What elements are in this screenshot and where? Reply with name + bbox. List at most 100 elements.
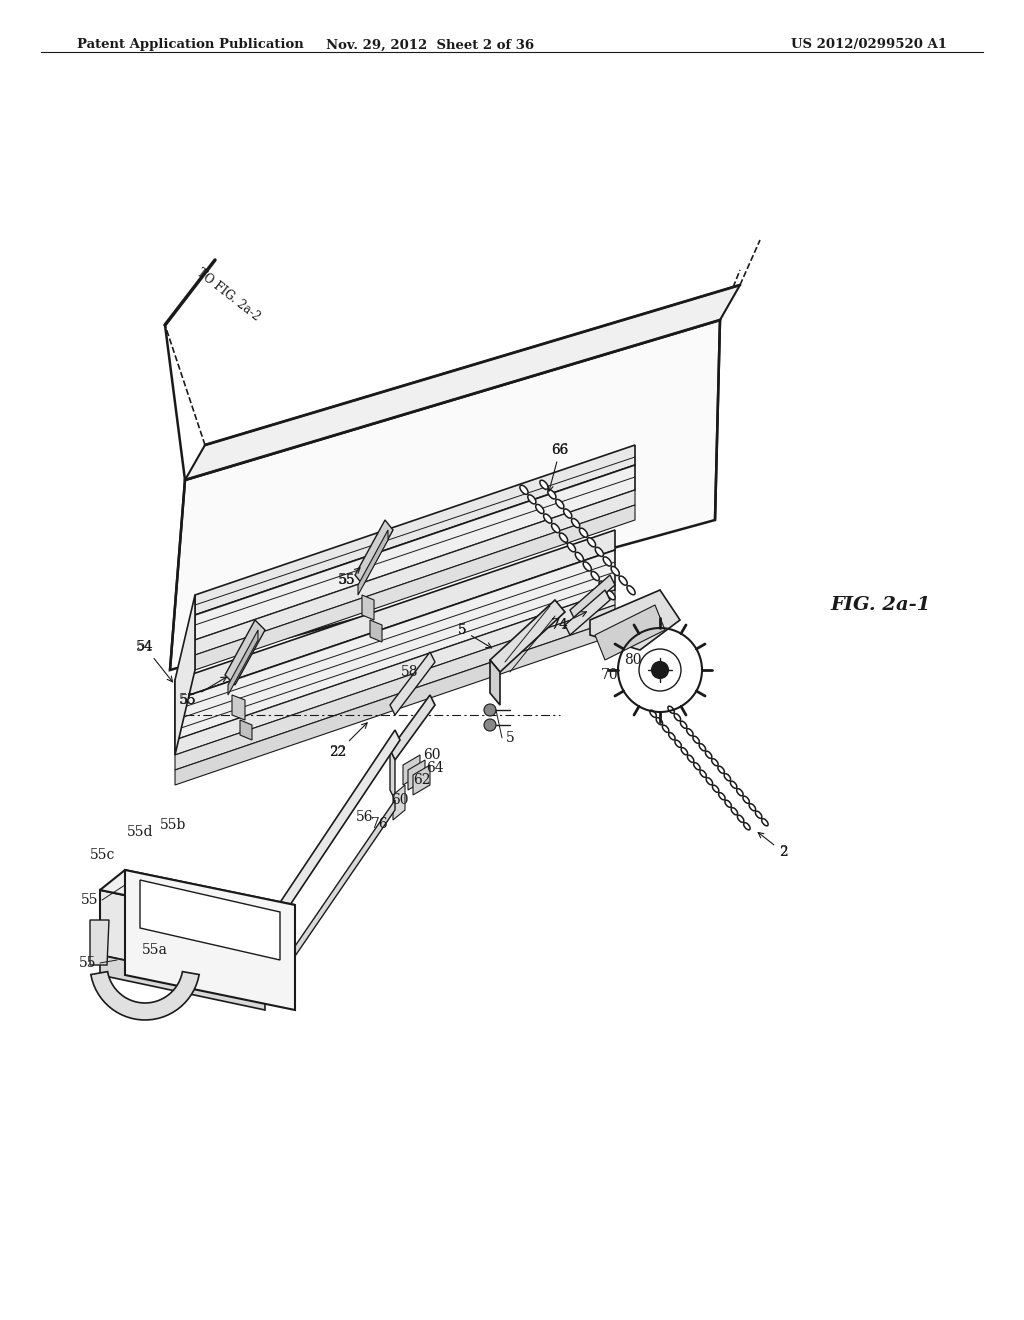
Polygon shape <box>362 595 374 620</box>
Text: 55: 55 <box>179 677 226 706</box>
Text: 5: 5 <box>458 623 466 638</box>
Text: 55: 55 <box>179 693 197 708</box>
Polygon shape <box>490 601 565 672</box>
Ellipse shape <box>520 486 528 495</box>
Text: 74: 74 <box>552 611 587 631</box>
Ellipse shape <box>663 725 669 733</box>
Ellipse shape <box>687 729 693 735</box>
Text: 2: 2 <box>778 845 787 859</box>
Ellipse shape <box>756 812 762 818</box>
Ellipse shape <box>713 785 719 792</box>
Polygon shape <box>195 490 635 655</box>
Polygon shape <box>228 630 258 696</box>
Text: US 2012/0299520 A1: US 2012/0299520 A1 <box>792 38 947 51</box>
Polygon shape <box>358 531 388 595</box>
Polygon shape <box>265 730 400 935</box>
Text: 55c: 55c <box>90 847 116 862</box>
Ellipse shape <box>556 499 564 508</box>
Ellipse shape <box>603 557 611 566</box>
Text: 54: 54 <box>136 640 172 682</box>
Ellipse shape <box>737 816 743 822</box>
Text: 60: 60 <box>391 793 409 807</box>
Text: 22: 22 <box>330 744 347 759</box>
Polygon shape <box>240 719 252 741</box>
Ellipse shape <box>591 572 599 581</box>
Polygon shape <box>570 576 615 620</box>
Text: 58: 58 <box>401 665 419 678</box>
Polygon shape <box>390 696 435 760</box>
Ellipse shape <box>650 710 656 717</box>
Polygon shape <box>490 660 500 705</box>
Ellipse shape <box>575 552 584 561</box>
Ellipse shape <box>731 808 737 814</box>
Polygon shape <box>595 605 665 660</box>
Polygon shape <box>100 870 295 925</box>
Ellipse shape <box>742 796 750 804</box>
Polygon shape <box>195 506 635 671</box>
Polygon shape <box>413 766 430 795</box>
Text: 64: 64 <box>426 762 443 775</box>
Polygon shape <box>370 620 382 642</box>
Ellipse shape <box>540 480 548 490</box>
Ellipse shape <box>762 818 768 826</box>
Text: 55: 55 <box>79 956 96 970</box>
Ellipse shape <box>687 755 694 763</box>
Text: 54: 54 <box>136 640 154 653</box>
Polygon shape <box>170 319 720 671</box>
Text: 74: 74 <box>551 618 569 632</box>
Ellipse shape <box>725 800 731 808</box>
Ellipse shape <box>718 766 724 774</box>
Ellipse shape <box>680 721 687 729</box>
Polygon shape <box>390 652 435 715</box>
Ellipse shape <box>675 741 681 747</box>
Polygon shape <box>140 880 280 960</box>
Text: 2: 2 <box>758 833 787 858</box>
Ellipse shape <box>736 788 743 796</box>
Ellipse shape <box>693 763 700 770</box>
Polygon shape <box>91 972 199 1020</box>
Ellipse shape <box>750 804 756 810</box>
Polygon shape <box>590 590 680 649</box>
Polygon shape <box>355 520 393 585</box>
Ellipse shape <box>559 533 567 543</box>
Ellipse shape <box>599 581 607 590</box>
Polygon shape <box>100 890 265 990</box>
Ellipse shape <box>656 718 663 725</box>
Ellipse shape <box>571 519 580 528</box>
Ellipse shape <box>674 714 681 721</box>
Polygon shape <box>408 760 425 789</box>
Ellipse shape <box>743 822 751 830</box>
Polygon shape <box>100 954 265 1010</box>
Polygon shape <box>175 595 195 755</box>
Text: 5: 5 <box>506 731 514 744</box>
Text: FIG. 2a-1: FIG. 2a-1 <box>830 597 931 614</box>
Polygon shape <box>195 465 635 640</box>
Text: 70: 70 <box>601 668 618 682</box>
Ellipse shape <box>548 490 556 499</box>
Text: 60: 60 <box>423 748 440 762</box>
Ellipse shape <box>668 706 675 713</box>
Ellipse shape <box>712 759 718 766</box>
Text: Patent Application Publication: Patent Application Publication <box>77 38 303 51</box>
Ellipse shape <box>707 777 713 785</box>
Polygon shape <box>175 550 615 741</box>
Polygon shape <box>403 755 420 785</box>
Text: 55: 55 <box>81 894 98 907</box>
Ellipse shape <box>719 793 725 800</box>
Polygon shape <box>565 590 610 635</box>
Ellipse shape <box>627 586 635 595</box>
Text: 56: 56 <box>356 810 374 824</box>
Ellipse shape <box>724 774 730 781</box>
Polygon shape <box>225 620 265 685</box>
Text: 80: 80 <box>625 653 642 667</box>
Ellipse shape <box>699 770 707 777</box>
Text: 5: 5 <box>458 623 492 648</box>
Polygon shape <box>232 696 245 719</box>
Text: 55b: 55b <box>160 818 186 832</box>
Text: Nov. 29, 2012  Sheet 2 of 36: Nov. 29, 2012 Sheet 2 of 36 <box>326 38 535 51</box>
Ellipse shape <box>567 543 575 552</box>
Ellipse shape <box>669 733 675 739</box>
Ellipse shape <box>620 576 628 585</box>
Ellipse shape <box>536 504 544 513</box>
Polygon shape <box>175 605 615 770</box>
